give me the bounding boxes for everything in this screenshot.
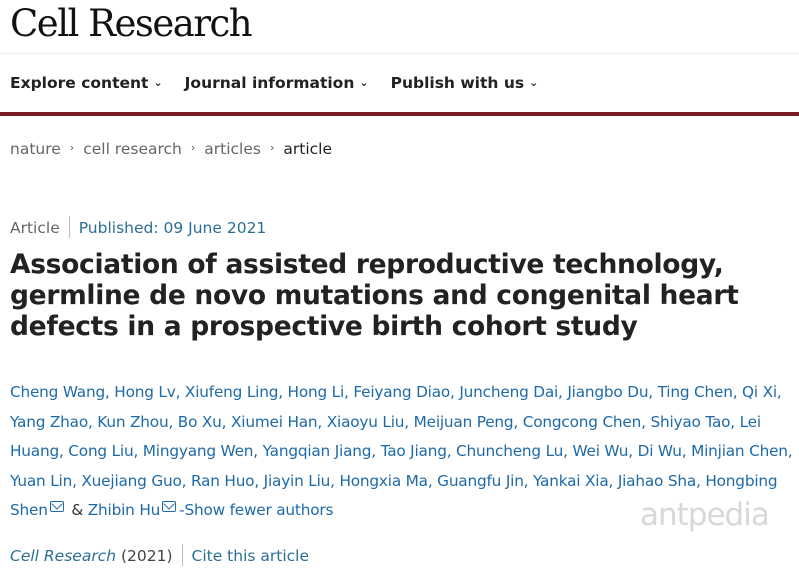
divider: [0, 53, 799, 54]
authors[interactable]: Cheng Wang, Hong Lv, Xiufeng Ling, Hong …: [10, 383, 793, 519]
chevron-right-icon: ›: [190, 141, 196, 154]
nav-publish-with-us[interactable]: Publish with us ⌄: [390, 74, 539, 92]
header-accent-bar: [0, 112, 799, 116]
show-fewer-authors-link[interactable]: -Show fewer authors: [179, 501, 334, 519]
published-date: Published: 09 June 2021: [78, 219, 267, 237]
chevron-down-icon: ⌄: [359, 76, 369, 89]
citation-line: Cell Research (2021) Cite this article: [10, 544, 309, 566]
breadcrumb-articles[interactable]: articles: [204, 140, 261, 158]
breadcrumb-cell-research[interactable]: cell research: [83, 140, 182, 158]
breadcrumb-nature[interactable]: nature: [10, 140, 61, 158]
chevron-down-icon: ⌄: [153, 76, 163, 89]
chevron-right-icon: ›: [69, 141, 75, 154]
main-nav: Explore content ⌄ Journal information ⌄ Pu…: [10, 74, 538, 92]
article-meta: Article Published: 09 June 2021: [10, 216, 266, 238]
chevron-right-icon: ›: [269, 141, 275, 154]
article-title: Association of assisted reproductive tec…: [10, 249, 739, 342]
cite-this-article-link[interactable]: Cite this article: [191, 547, 310, 565]
nav-explore-content[interactable]: Explore content ⌄: [10, 74, 163, 92]
breadcrumb-article: article: [283, 140, 332, 158]
author-last[interactable]: Zhibin Hu: [87, 501, 161, 519]
chevron-down-icon: ⌄: [529, 76, 539, 89]
article-type: Article: [10, 219, 60, 237]
journal-name[interactable]: Cell Research: [10, 547, 117, 565]
email-icon[interactable]: [49, 501, 64, 512]
journal-logo[interactable]: Cell Research: [10, 2, 253, 45]
breadcrumb: nature › cell research › articles › article: [10, 140, 332, 158]
year: (2021): [116, 547, 173, 565]
watermark-logo: antpedia: [640, 497, 770, 533]
ampersand: &: [66, 501, 88, 519]
email-icon[interactable]: [162, 501, 177, 512]
divider: [181, 544, 183, 566]
author-list: Cheng Wang, Hong Lv, Xiufeng Ling, Hong …: [10, 378, 799, 526]
nav-journal-information[interactable]: Journal information ⌄: [184, 74, 369, 92]
divider: [68, 216, 70, 238]
